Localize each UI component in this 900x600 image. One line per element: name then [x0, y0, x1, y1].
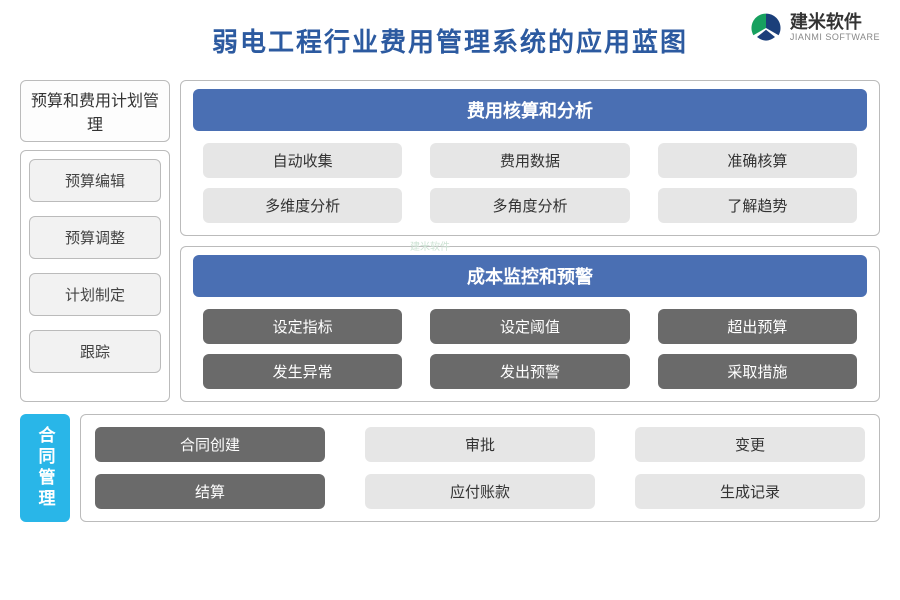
- pill: 设定阈值: [430, 309, 629, 344]
- bottom-panel: 合同创建 审批 变更 结算 应付账款 生成记录: [80, 414, 880, 522]
- pill: 发出预警: [430, 354, 629, 389]
- panel-cost-monitor: 成本监控和预警 设定指标 设定阈值 超出预算 发生异常 发出预警 采取措施: [180, 246, 880, 402]
- panel-title: 费用核算和分析: [193, 89, 867, 131]
- logo-text: 建米软件 JIANMI SOFTWARE: [790, 13, 880, 43]
- pill: 准确核算: [658, 143, 857, 178]
- pill: 了解趋势: [658, 188, 857, 223]
- logo-cn: 建米软件: [790, 13, 880, 33]
- bottom-row: 合同管理 合同创建 审批 变更 结算 应付账款 生成记录: [20, 414, 880, 522]
- bottom-item: 结算: [95, 474, 325, 509]
- bottom-item: 应付账款: [365, 474, 595, 509]
- panel-grid: 自动收集 费用数据 准确核算 多维度分析 多角度分析 了解趋势: [193, 143, 867, 223]
- panel-grid: 设定指标 设定阈值 超出预算 发生异常 发出预警 采取措施: [193, 309, 867, 389]
- pill: 设定指标: [203, 309, 402, 344]
- right-column: 费用核算和分析 自动收集 费用数据 准确核算 多维度分析 多角度分析 了解趋势 …: [180, 80, 880, 402]
- left-sub-list: 预算编辑 预算调整 计划制定 跟踪: [20, 150, 170, 402]
- pill: 自动收集: [203, 143, 402, 178]
- bottom-item: 生成记录: [635, 474, 865, 509]
- bottom-item: 变更: [635, 427, 865, 462]
- logo-icon: [748, 10, 784, 46]
- pill: 费用数据: [430, 143, 629, 178]
- left-column: 预算和费用计划管理 预算编辑 预算调整 计划制定 跟踪: [20, 80, 170, 402]
- pill: 采取措施: [658, 354, 857, 389]
- panel-title: 成本监控和预警: [193, 255, 867, 297]
- pill: 多角度分析: [430, 188, 629, 223]
- left-item: 跟踪: [29, 330, 161, 373]
- contract-tab: 合同管理: [20, 414, 70, 522]
- bottom-item: 审批: [365, 427, 595, 462]
- left-item: 预算编辑: [29, 159, 161, 202]
- page-title: 弱电工程行业费用管理系统的应用蓝图: [212, 22, 688, 59]
- header: 弱电工程行业费用管理系统的应用蓝图 建米软件 JIANMI SOFTWARE: [20, 10, 880, 70]
- left-item: 计划制定: [29, 273, 161, 316]
- pill: 多维度分析: [203, 188, 402, 223]
- main-grid: 预算和费用计划管理 预算编辑 预算调整 计划制定 跟踪 费用核算和分析 自动收集…: [20, 80, 880, 402]
- pill: 发生异常: [203, 354, 402, 389]
- logo-en: JIANMI SOFTWARE: [790, 33, 880, 43]
- pill: 超出预算: [658, 309, 857, 344]
- bottom-item: 合同创建: [95, 427, 325, 462]
- left-item: 预算调整: [29, 216, 161, 259]
- panel-cost-analysis: 费用核算和分析 自动收集 费用数据 准确核算 多维度分析 多角度分析 了解趋势: [180, 80, 880, 236]
- logo: 建米软件 JIANMI SOFTWARE: [748, 10, 880, 46]
- left-header-box: 预算和费用计划管理: [20, 80, 170, 142]
